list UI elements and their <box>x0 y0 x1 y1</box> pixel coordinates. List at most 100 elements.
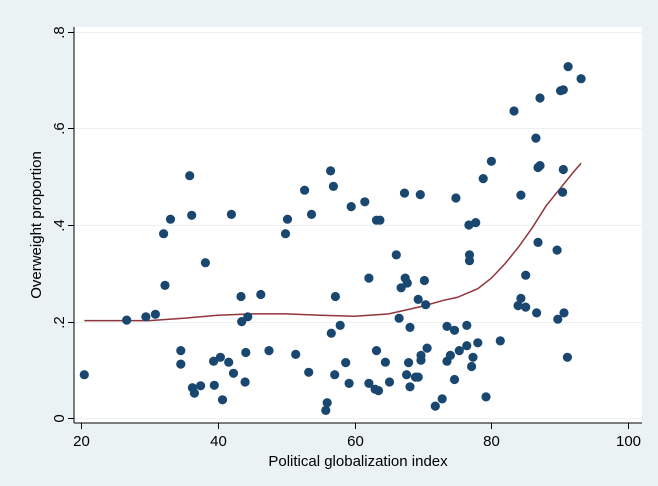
data-point-88 <box>464 256 475 266</box>
y-tick-label-2: .4 <box>51 219 68 232</box>
data-point-33 <box>304 367 314 377</box>
x-tick-label-0: 20 <box>73 433 90 450</box>
data-point-4 <box>159 229 169 239</box>
data-point-34 <box>306 209 317 219</box>
data-point-102 <box>521 302 531 312</box>
data-point-46 <box>360 197 370 207</box>
y-axis-ticks: 0 .2 .4 .6 .8 <box>51 26 74 423</box>
data-point-79 <box>445 350 455 360</box>
data-point-115 <box>559 308 569 318</box>
data-point-39 <box>328 181 338 191</box>
data-point-37 <box>326 166 336 176</box>
data-point-73 <box>421 300 431 310</box>
data-point-63 <box>404 358 414 368</box>
data-point-52 <box>373 386 384 396</box>
data-point-95 <box>486 156 496 166</box>
data-point-19 <box>224 357 234 367</box>
data-point-47 <box>364 378 374 388</box>
data-point-43 <box>341 358 351 368</box>
data-point-27 <box>256 289 266 300</box>
data-point-75 <box>430 401 440 411</box>
data-point-105 <box>533 237 543 247</box>
grid-lines <box>74 32 642 419</box>
data-point-21 <box>228 368 239 378</box>
data-point-96 <box>495 336 505 346</box>
data-point-91 <box>471 218 481 228</box>
data-point-53 <box>375 215 385 225</box>
data-point-5 <box>160 280 170 290</box>
data-point-71 <box>416 355 426 365</box>
data-point-6 <box>165 214 176 224</box>
data-point-85 <box>462 320 472 330</box>
data-point-67 <box>413 372 423 382</box>
data-point-48 <box>364 273 374 283</box>
data-point-57 <box>394 313 404 323</box>
data-point-78 <box>442 321 452 331</box>
data-point-16 <box>209 380 219 390</box>
data-point-109 <box>552 245 562 255</box>
data-point-7 <box>176 346 186 356</box>
data-point-22 <box>236 291 246 302</box>
data-point-65 <box>405 322 415 332</box>
data-point-83 <box>454 346 464 356</box>
y-tick-label-4: .8 <box>51 26 68 39</box>
data-point-76 <box>437 394 447 404</box>
data-point-113 <box>558 164 568 175</box>
data-point-0 <box>79 370 89 380</box>
data-point-84 <box>462 341 472 351</box>
x-axis-ticks: 20 40 60 80 100 <box>73 423 641 450</box>
data-point-44 <box>344 378 354 388</box>
data-point-36 <box>322 398 332 408</box>
data-point-62 <box>402 278 412 288</box>
data-point-1 <box>122 315 132 325</box>
data-point-108 <box>535 161 545 171</box>
data-point-28 <box>264 346 274 356</box>
data-point-81 <box>449 374 460 385</box>
data-point-35 <box>321 405 331 415</box>
data-point-55 <box>384 377 395 387</box>
data-point-117 <box>563 62 573 72</box>
y-tick-label-0: 0 <box>51 414 68 422</box>
data-point-40 <box>330 370 340 380</box>
data-point-45 <box>346 202 356 212</box>
data-point-99 <box>516 190 526 200</box>
data-point-15 <box>209 356 219 366</box>
data-point-29 <box>280 229 291 239</box>
data-point-74 <box>422 343 432 353</box>
data-point-3 <box>150 309 160 319</box>
data-point-59 <box>399 188 410 198</box>
data-point-10 <box>187 210 197 220</box>
data-point-68 <box>413 294 423 304</box>
data-point-14 <box>200 258 210 268</box>
data-point-101 <box>521 270 531 280</box>
data-point-93 <box>478 174 488 184</box>
data-point-104 <box>532 308 542 318</box>
data-point-38 <box>326 328 336 338</box>
data-point-98 <box>513 301 523 311</box>
data-point-112 <box>558 187 568 197</box>
data-point-110 <box>553 314 563 324</box>
data-point-94 <box>481 392 491 402</box>
x-tick-label-3: 80 <box>483 433 500 450</box>
data-point-12 <box>189 388 199 398</box>
data-point-26 <box>243 312 253 322</box>
data-point-107 <box>535 93 545 103</box>
data-point-69 <box>415 190 425 200</box>
y-tick-label-1: .2 <box>51 316 68 329</box>
data-point-92 <box>473 338 483 348</box>
data-point-2 <box>141 312 151 322</box>
data-point-58 <box>396 283 406 293</box>
data-point-114 <box>558 85 568 95</box>
data-point-30 <box>282 214 293 224</box>
data-point-8 <box>176 359 186 369</box>
data-point-61 <box>402 370 412 380</box>
data-point-116 <box>562 352 573 362</box>
data-point-41 <box>330 291 340 302</box>
data-point-51 <box>371 346 382 356</box>
data-point-31 <box>291 349 301 359</box>
x-tick-label-2: 60 <box>347 433 364 450</box>
data-point-103 <box>531 133 541 143</box>
data-point-90 <box>468 352 478 362</box>
data-point-54 <box>380 357 390 367</box>
data-point-18 <box>217 395 228 405</box>
